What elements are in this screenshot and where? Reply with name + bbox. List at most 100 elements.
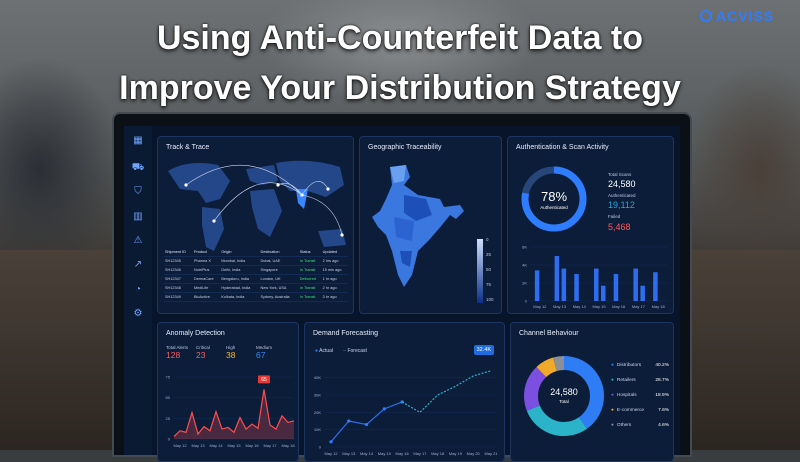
legend-dot-icon: ● (611, 408, 614, 413)
logo-text: ACVISS (716, 8, 775, 24)
x-tick-label: May 15 (378, 451, 392, 456)
alert-stat: Medium 67 (256, 345, 272, 360)
anomaly-area-chart: 0 25 50 75 65 May 12 May 13 May 14 May 15 May 16 M… (166, 375, 296, 449)
x-tick-label: May 16 (396, 451, 410, 456)
alert-stat-value: 38 (226, 350, 236, 360)
truck-icon[interactable]: ⛟ (131, 162, 145, 173)
table-cell: Delhi, India (220, 265, 260, 275)
alert-stat-value: 23 (196, 350, 206, 360)
y-tick-label: 30K (314, 393, 321, 398)
table-cell: MediLife (192, 283, 221, 293)
dashboard-screen: ▦ ⛟ ⛉ ▥ ⚠ ↗ ◔ ⚙ Track & Trace Shipment I… (124, 126, 680, 462)
table-cell: 15 min ago (321, 265, 348, 275)
x-tick-label: May 13 (191, 443, 205, 448)
shipments-table: Shipment ID Product Origin Destination Statu… (164, 248, 348, 302)
gear-icon[interactable]: ⚙ (133, 308, 143, 319)
channel-label: Hospitals (616, 393, 637, 398)
x-tick-label: May 14 (209, 443, 223, 448)
india-map (372, 165, 483, 303)
x-tick-label: May 16 (245, 443, 259, 448)
demand-panel: Demand Forecasting ● Actual ╌ Forecast 3… (304, 322, 505, 462)
table-cell: Pharma X (192, 256, 221, 266)
forecast-callout: 32.4K (473, 345, 494, 355)
table-row[interactable]: SH12348 MediLife Hyderabad, India New York,… (164, 283, 348, 293)
table-cell: Mumbai, India (220, 256, 260, 266)
anomaly-title: Anomaly Detection (166, 330, 225, 337)
grid-icon[interactable]: ▦ (133, 135, 143, 146)
table-cell: Singapore (259, 265, 299, 275)
channel-legend-item: ● Others 4.6% (611, 423, 669, 428)
legend-tick: 50 (486, 267, 492, 272)
table-cell: In Transit (298, 265, 322, 275)
geographic-title: Geographic Traceability (368, 144, 442, 151)
x-tick-label: May 18 (281, 443, 295, 448)
x-tick-label: May 14 (573, 304, 587, 309)
table-cell: 2 hrs ago (321, 256, 348, 266)
donut-slice (524, 356, 604, 436)
alert-stat-label: Total Alerts (166, 345, 189, 350)
forecast-dash-icon: ╌ (343, 348, 347, 354)
y-tick-label: 50 (166, 395, 171, 400)
legend-tick: 100 (486, 297, 494, 302)
bar (561, 268, 567, 301)
table-cell: In Transit (298, 292, 322, 302)
bar-chart-icon[interactable]: ▥ (133, 211, 143, 222)
table-row[interactable]: SH12346 NutriPlus Delhi, India Singapore In … (164, 265, 348, 275)
shield-icon[interactable]: ⛉ (134, 186, 142, 197)
actual-label: Actual (319, 348, 334, 354)
x-tick-label: May 14 (360, 451, 374, 456)
demand-line-chart: 0 10K 20K 30K 40K May 12 May 13 May 14 May 15 May… (314, 370, 498, 456)
table-row[interactable]: SH12345 Pharma X Mumbai, India Dubai, UAE In… (164, 256, 348, 266)
channel-label: Distributors (616, 363, 642, 368)
failed-value: 5,468 (608, 222, 631, 232)
x-tick-label: May 12 (324, 451, 338, 456)
x-tick-label: May 12 (173, 443, 187, 448)
column-header: Shipment ID (164, 248, 193, 257)
anomaly-panel: Anomaly Detection Total Alerts 128 Critica… (157, 322, 299, 462)
auth-donut-arc (521, 166, 587, 232)
x-tick-label: May 18 (431, 451, 445, 456)
table-cell: Hyderabad, India (220, 283, 260, 293)
trend-icon[interactable]: ↗ (133, 259, 143, 270)
table-cell: BioActive (192, 292, 221, 302)
table-cell: 2 hr ago (321, 283, 348, 293)
x-tick-label: May 21 (484, 451, 498, 456)
auth-percent: 78% (540, 189, 568, 204)
table-cell: New York, USA (259, 283, 299, 293)
x-tick-label: May 13 (342, 451, 356, 456)
channel-legend-item: ● E-commerce 7.6% (611, 408, 669, 413)
table-cell: SH12348 (164, 283, 193, 293)
legend-forecast: ╌ Forecast (343, 348, 367, 354)
table-row[interactable]: SH12347 DermaCare Bengaluru, India London, … (164, 274, 348, 284)
table-row[interactable]: SH12349 BioActive Kolkata, India Sydney, Au… (164, 292, 348, 302)
legend-dot-icon: ● (611, 393, 614, 398)
channel-donut (524, 356, 604, 436)
column-header: Status (298, 248, 322, 257)
table-cell: SH12347 (164, 274, 193, 284)
x-tick-label: May 18 (652, 304, 666, 309)
geographic-panel: Geographic Traceability 0 25 50 75 100 (359, 136, 502, 314)
table-cell: 3 hr ago (321, 292, 348, 302)
actual-point (382, 407, 386, 411)
legend-tick: 75 (486, 282, 492, 287)
channel-pct: 40.2% (655, 363, 669, 368)
channel-label: E-commerce (616, 408, 645, 413)
table-cell: 1 hr ago (321, 274, 348, 284)
y-tick-label: 20K (314, 410, 321, 415)
column-header: Product (192, 248, 221, 257)
auth-percent-label: Authenticated (540, 205, 568, 210)
pie-chart-icon[interactable]: ◔ (134, 284, 142, 295)
channel-legend-item: ● Hospitals 18.9% (611, 393, 669, 398)
x-tick-label: May 15 (592, 304, 606, 309)
total-scans-label: Total Scans (608, 172, 632, 177)
alert-icon[interactable]: ⚠ (133, 235, 143, 246)
table-cell: NutriPlus (192, 265, 221, 275)
bar (601, 285, 606, 301)
auth-scan-panel: Authentication & Scan Activity 78% Authe… (507, 136, 674, 314)
legend-dot-icon: ● (611, 363, 614, 368)
actual-point (329, 440, 333, 444)
y-tick-label: 40K (314, 375, 321, 380)
bar (633, 268, 638, 301)
anomaly-line (173, 389, 295, 437)
bar (613, 274, 619, 301)
